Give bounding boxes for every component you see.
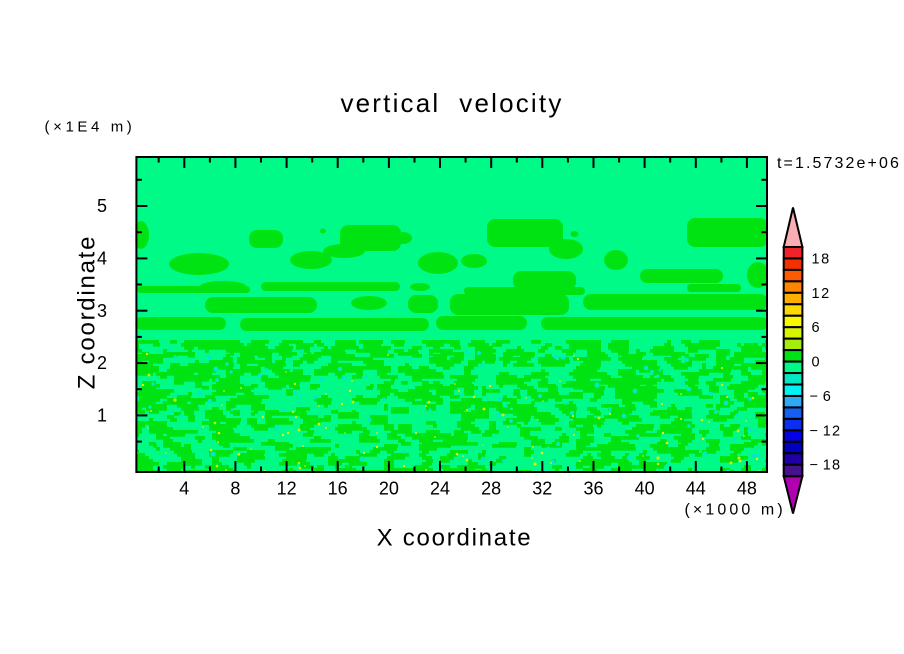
- svg-text:28: 28: [481, 479, 501, 499]
- svg-text:6: 6: [812, 320, 822, 336]
- svg-text:−: −: [810, 423, 818, 439]
- svg-text:5: 5: [97, 196, 107, 216]
- svg-text:8: 8: [230, 479, 240, 499]
- svg-text:−: −: [810, 389, 818, 405]
- svg-text:0: 0: [812, 355, 822, 371]
- svg-text:18: 18: [812, 251, 831, 267]
- svg-text:20: 20: [379, 479, 399, 499]
- svg-text:16: 16: [328, 479, 348, 499]
- svg-text:−: −: [810, 458, 818, 474]
- svg-text:12: 12: [823, 423, 842, 439]
- svg-text:48: 48: [737, 479, 757, 499]
- svg-text:44: 44: [686, 479, 706, 499]
- svg-text:6: 6: [823, 389, 832, 405]
- svg-text:X coordinate: X coordinate: [377, 525, 533, 552]
- svg-text:3: 3: [97, 301, 107, 321]
- svg-text:Z coordinate: Z coordinate: [74, 235, 101, 389]
- svg-text:40: 40: [635, 479, 655, 499]
- svg-text:1: 1: [97, 406, 107, 426]
- svg-text:(×1000 m): (×1000 m): [685, 502, 786, 519]
- svg-text:t=1.5732e+06: t=1.5732e+06: [777, 155, 901, 172]
- svg-text:2: 2: [97, 353, 107, 373]
- svg-text:4: 4: [179, 479, 189, 499]
- svg-text:24: 24: [430, 479, 450, 499]
- svg-text:12: 12: [277, 479, 297, 499]
- svg-text:vertical velocity: vertical velocity: [340, 88, 563, 118]
- svg-text:4: 4: [97, 249, 107, 269]
- svg-text:32: 32: [532, 479, 552, 499]
- svg-text:(×1E4 m): (×1E4 m): [45, 119, 136, 136]
- svg-text:12: 12: [812, 286, 831, 302]
- svg-text:36: 36: [583, 479, 603, 499]
- svg-text:18: 18: [823, 458, 842, 474]
